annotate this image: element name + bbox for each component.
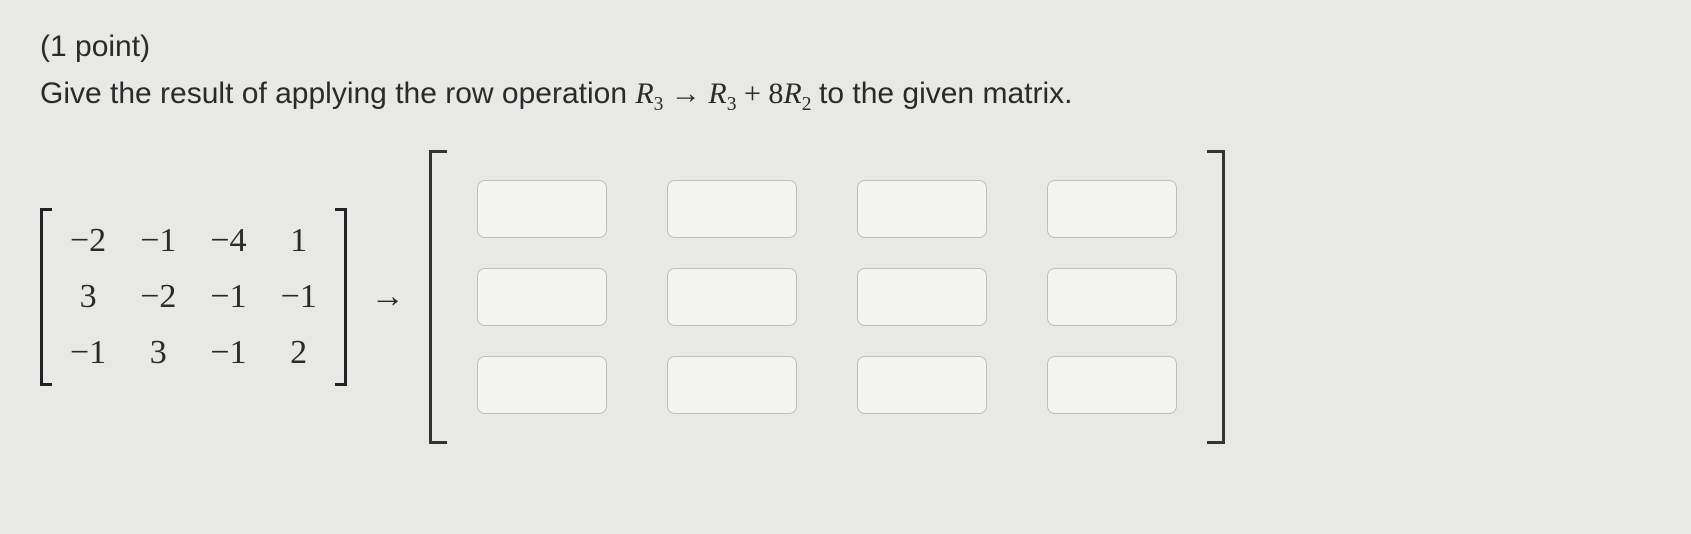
matrix-cell: 3	[70, 278, 106, 316]
matrix-cell: −2	[70, 222, 106, 260]
answer-cell-input[interactable]	[857, 268, 987, 326]
answer-bracket-right	[1207, 150, 1225, 444]
answer-bracket-left	[429, 150, 447, 444]
answer-cell-input[interactable]	[857, 356, 987, 414]
bracket-right	[335, 208, 347, 386]
matrix-cell: −4	[210, 222, 246, 260]
matrix-cell: 2	[281, 334, 317, 372]
arrow-icon: →	[371, 277, 405, 316]
row-operation: R3 → R3 + 8R2	[635, 77, 819, 110]
op-lhs-var: R	[635, 77, 653, 110]
op-arrow: →	[671, 77, 701, 110]
answer-cell-input[interactable]	[477, 180, 607, 238]
answer-cell-input[interactable]	[477, 268, 607, 326]
matrix-cell: −1	[140, 222, 176, 260]
given-matrix-grid: −2 −1 −4 1 3 −2 −1 −1 −1 3 −1 2	[52, 208, 335, 386]
points-label: (1 point)	[40, 30, 150, 63]
answer-matrix	[429, 150, 1225, 444]
op-rhs-b-sub: 2	[802, 94, 812, 115]
answer-cell-input[interactable]	[667, 180, 797, 238]
op-coeff: 8	[768, 77, 783, 110]
matrix-cell: 3	[140, 334, 176, 372]
op-rhs-a-var: R	[708, 77, 726, 110]
given-matrix: −2 −1 −4 1 3 −2 −1 −1 −1 3 −1 2	[40, 208, 347, 386]
answer-cell-input[interactable]	[1047, 268, 1177, 326]
answer-cell-input[interactable]	[667, 268, 797, 326]
answer-cell-input[interactable]	[667, 356, 797, 414]
op-rhs-a-sub: 3	[727, 94, 737, 115]
work-row: −2 −1 −4 1 3 −2 −1 −1 −1 3 −1 2 →	[40, 150, 1651, 444]
answer-matrix-grid	[447, 150, 1207, 444]
matrix-cell: −2	[140, 278, 176, 316]
bracket-left	[40, 208, 52, 386]
matrix-cell: −1	[70, 334, 106, 372]
matrix-cell: 1	[281, 222, 317, 260]
matrix-cell: −1	[210, 278, 246, 316]
answer-cell-input[interactable]	[1047, 356, 1177, 414]
matrix-cell: −1	[210, 334, 246, 372]
answer-cell-input[interactable]	[857, 180, 987, 238]
op-rhs-b-var: R	[783, 77, 801, 110]
question-prompt: (1 point) Give the result of applying th…	[40, 24, 1651, 120]
prompt-prefix: Give the result of applying the row oper…	[40, 77, 635, 110]
prompt-suffix: to the given matrix.	[819, 77, 1072, 110]
op-plus: +	[744, 77, 768, 110]
op-lhs-sub: 3	[654, 94, 664, 115]
answer-cell-input[interactable]	[477, 356, 607, 414]
matrix-cell: −1	[281, 278, 317, 316]
answer-cell-input[interactable]	[1047, 180, 1177, 238]
